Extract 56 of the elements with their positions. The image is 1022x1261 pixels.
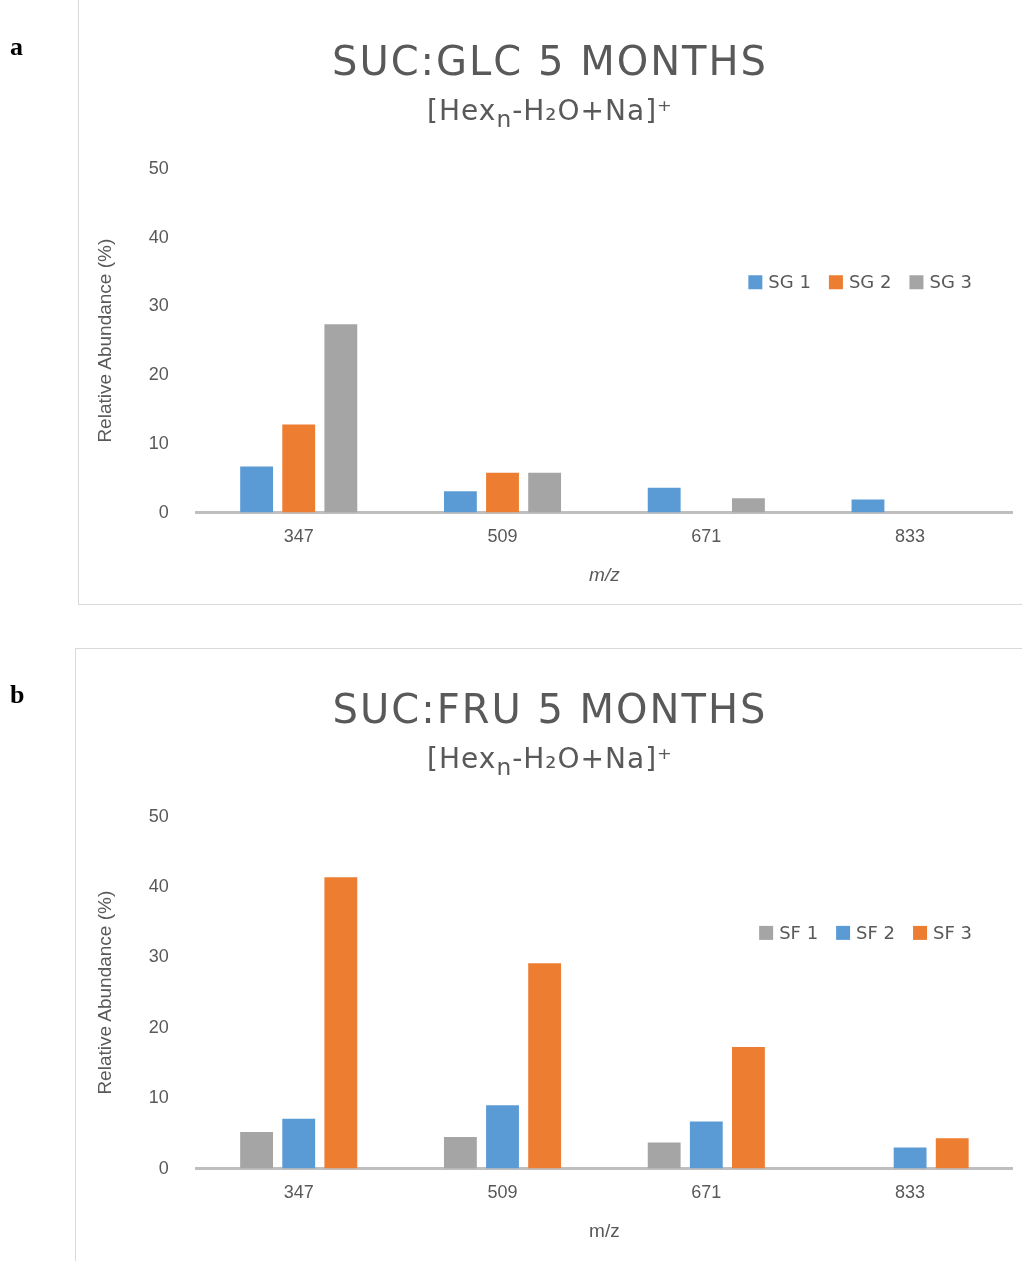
y-tick-label: 10 bbox=[148, 1087, 169, 1108]
x-axis-title: m/z bbox=[589, 1219, 620, 1241]
legend-label: SG 3 bbox=[929, 270, 973, 292]
bar bbox=[324, 877, 358, 1169]
y-axis-title: Relative Abundance (%) bbox=[93, 890, 115, 1095]
bar bbox=[486, 472, 519, 513]
legend-label: SG 2 bbox=[848, 270, 892, 292]
bar bbox=[240, 1132, 274, 1169]
y-tick-label: 40 bbox=[148, 226, 169, 247]
y-tick-label: 40 bbox=[148, 876, 169, 897]
bar bbox=[240, 466, 274, 513]
bar bbox=[647, 487, 681, 513]
y-tick-label: 20 bbox=[148, 1016, 169, 1037]
bar bbox=[443, 1136, 477, 1169]
bar bbox=[486, 1105, 519, 1169]
bar bbox=[282, 1118, 316, 1169]
y-tick-label: 20 bbox=[148, 364, 169, 385]
chart-subtitle: [Hex$_{n}$-H₂O+Na]⁺ bbox=[426, 742, 674, 781]
bar bbox=[324, 324, 358, 513]
y-tick-label: 10 bbox=[148, 432, 169, 453]
x-tick-label: 509 bbox=[487, 526, 518, 547]
bar bbox=[528, 963, 562, 1169]
bar bbox=[528, 472, 562, 513]
text: a bbox=[10, 32, 23, 62]
legend-label: SF 1 bbox=[779, 921, 819, 943]
bar bbox=[935, 1138, 969, 1169]
bar bbox=[732, 498, 765, 513]
bar bbox=[282, 424, 316, 513]
bar bbox=[893, 1147, 927, 1169]
chart-subtitle: [Hex$_{n}$-H₂O+Na]⁺ bbox=[426, 94, 674, 133]
x-tick-label: 833 bbox=[895, 526, 926, 547]
x-tick-label: 347 bbox=[283, 1182, 314, 1203]
legend-label: SF 3 bbox=[933, 921, 972, 943]
x-tick-label: 347 bbox=[283, 526, 314, 547]
x-tick-label: 509 bbox=[487, 1182, 518, 1203]
legend-label: SG 1 bbox=[768, 270, 811, 292]
x-tick-label: 671 bbox=[691, 526, 722, 547]
text: b bbox=[10, 680, 25, 710]
bar bbox=[732, 1046, 765, 1169]
legend-label: SF 2 bbox=[856, 921, 896, 943]
chart-title: SUC:GLC 5 MONTHS bbox=[331, 38, 769, 84]
y-tick-label: 0 bbox=[158, 501, 169, 522]
bar bbox=[851, 499, 885, 513]
bar bbox=[647, 1142, 681, 1169]
x-tick-label: 671 bbox=[691, 1182, 722, 1203]
y-tick-label: 0 bbox=[158, 1157, 169, 1178]
chart-title: SUC:FRU 5 MONTHS bbox=[331, 686, 769, 732]
bar bbox=[689, 1121, 723, 1169]
y-tick-label: 30 bbox=[148, 946, 169, 967]
y-tick-label: 30 bbox=[148, 295, 169, 316]
x-tick-label: 833 bbox=[895, 1182, 926, 1203]
y-axis-title: Relative Abundance (%) bbox=[93, 238, 115, 443]
y-tick-label: 50 bbox=[148, 805, 169, 826]
y-tick-label: 50 bbox=[148, 157, 169, 178]
bar bbox=[443, 491, 477, 513]
x-axis-title: m/z bbox=[589, 563, 621, 585]
